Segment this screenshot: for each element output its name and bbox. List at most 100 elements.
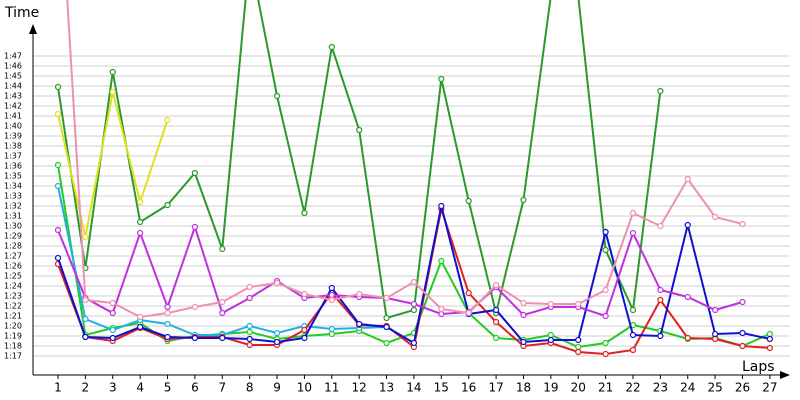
grid: [33, 55, 790, 357]
point: [657, 332, 664, 340]
point: [356, 290, 363, 298]
y-tick-label: 1:22: [4, 302, 22, 311]
point: [410, 339, 418, 347]
point: [246, 341, 253, 349]
point: [137, 229, 144, 237]
x-tick-label: 9: [273, 381, 281, 395]
y-tick-label: 1:47: [4, 52, 22, 61]
point: [492, 281, 500, 289]
point: [54, 226, 62, 234]
y-tick-label: 1:39: [4, 132, 22, 141]
point: [465, 309, 472, 317]
point: [164, 320, 171, 328]
x-tick-label: 10: [297, 381, 312, 395]
x-axis-title: Laps: [742, 359, 775, 375]
point: [739, 342, 746, 350]
x-tick-label: 21: [598, 381, 613, 395]
point: [438, 305, 445, 313]
point: [383, 339, 390, 347]
point: [602, 339, 609, 347]
point: [246, 294, 253, 302]
point: [137, 323, 144, 331]
point: [492, 306, 500, 314]
x-tick-label: 1: [54, 381, 62, 395]
point: [575, 300, 582, 308]
x-tick-label: 12: [352, 381, 367, 395]
series-line: [57, 0, 662, 320]
point: [301, 209, 308, 217]
y-tick-label: 1:37: [4, 152, 22, 161]
y-tick-label: 1:33: [4, 192, 22, 201]
point: [82, 296, 89, 304]
point: [520, 196, 527, 204]
point: [383, 314, 390, 322]
point: [109, 334, 116, 342]
y-tick-label: 1:46: [4, 62, 22, 71]
x-tick-label: 18: [516, 381, 531, 395]
point: [629, 346, 637, 354]
x-tick-label: 16: [461, 381, 476, 395]
point: [137, 198, 144, 206]
point: [629, 306, 637, 314]
x-axis-arrow: [780, 371, 790, 379]
point: [684, 334, 691, 342]
point: [438, 202, 445, 210]
point: [164, 201, 171, 209]
point: [520, 338, 527, 346]
y-tick-label: 1:21: [4, 312, 22, 321]
x-tick-label: 23: [653, 381, 668, 395]
x-tick-label: 25: [707, 381, 722, 395]
point: [54, 254, 62, 262]
point: [739, 220, 746, 228]
point: [109, 309, 116, 317]
y-tick-label: 1:42: [4, 102, 22, 111]
x-tick-label: 22: [625, 381, 640, 395]
point: [191, 303, 198, 311]
point: [712, 213, 719, 221]
point: [328, 43, 335, 51]
point: [629, 209, 637, 217]
point: [602, 286, 609, 294]
point: [465, 197, 472, 205]
point: [712, 335, 719, 343]
point: [301, 290, 308, 298]
x-tick-label: 11: [324, 381, 339, 395]
point: [410, 306, 418, 314]
point: [219, 334, 226, 342]
y-tick-label: 1:32: [4, 202, 22, 211]
point: [82, 333, 89, 341]
point: [328, 291, 335, 299]
point: [54, 161, 62, 169]
point: [82, 233, 89, 241]
point: [191, 169, 198, 177]
y-tick-label: 1:25: [4, 272, 22, 281]
y-tick-label: 1:35: [4, 172, 22, 181]
y-axis-title: Time: [4, 5, 39, 21]
point: [684, 293, 691, 301]
point: [657, 296, 664, 304]
point: [109, 326, 116, 334]
y-tick-label: 1:45: [4, 72, 22, 81]
y-axis-arrow: [29, 24, 37, 34]
point: [520, 311, 527, 319]
point: [191, 223, 198, 231]
point: [575, 348, 582, 356]
point: [465, 289, 472, 297]
point: [712, 330, 719, 338]
y-tick-label: 1:31: [4, 212, 22, 221]
x-tick-label: 3: [109, 381, 117, 395]
plot-area: [54, 0, 773, 358]
x-tick-label: 20: [571, 381, 586, 395]
point: [438, 75, 445, 83]
point: [657, 286, 664, 294]
point: [602, 312, 609, 320]
x-tick-label: 6: [191, 381, 199, 395]
y-tick-label: 1:17: [4, 352, 22, 361]
y-tick-label: 1:30: [4, 222, 22, 231]
point: [82, 315, 89, 323]
point: [273, 92, 281, 100]
y-tick-label: 1:36: [4, 162, 22, 171]
point: [219, 309, 226, 317]
